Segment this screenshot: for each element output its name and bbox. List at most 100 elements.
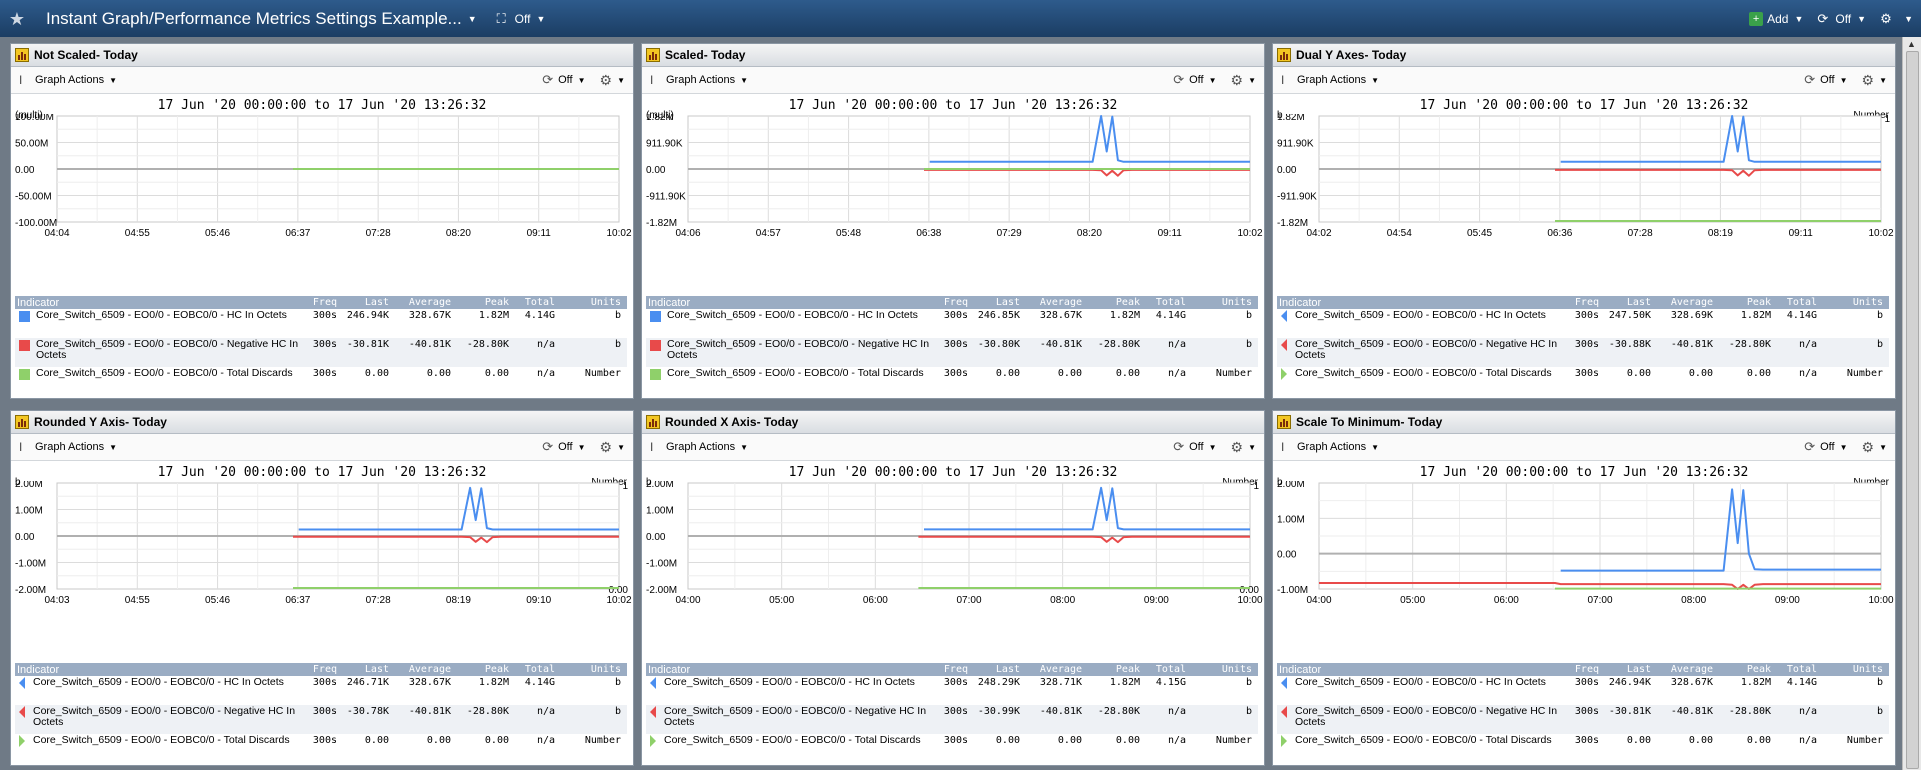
graph-actions-menu[interactable]: I Graph Actions ▼ [650,440,748,454]
panel-settings-button[interactable]: ⚙ ▼ [1862,72,1887,89]
graph-actions-menu[interactable]: I Graph Actions ▼ [19,73,117,87]
line-chart[interactable]: 04:00 05:00 06:00 07:00 08:00 09:00 10:00 2.00M… [642,481,1264,661]
legend-col-peak[interactable]: Peak [484,664,509,675]
scrollbar-thumb[interactable] [1906,51,1919,769]
legend-row[interactable]: Core_Switch_6509 - EO0/0 - EOBC0/0 - HC … [646,676,1258,705]
legend-col-average[interactable]: Average [408,297,451,308]
legend-row[interactable]: Core_Switch_6509 - EO0/0 - EOBC0/0 - HC … [15,676,627,705]
series-line-1[interactable] [1560,488,1881,572]
panel-refresh-toggle[interactable]: ⟳ Off ▼ [542,439,585,455]
legend-col-average[interactable]: Average [408,664,451,675]
graph-actions-menu[interactable]: I Graph Actions ▼ [19,440,117,454]
legend-row[interactable]: Core_Switch_6509 - EO0/0 - EOBC0/0 - HC … [1277,676,1889,705]
legend-col-units[interactable]: Units [1221,297,1252,308]
legend-col-units[interactable]: Units [1852,664,1883,675]
panel-settings-button[interactable]: ⚙ ▼ [600,72,625,89]
graph-actions-menu[interactable]: I Graph Actions ▼ [1281,440,1379,454]
legend-col-peak[interactable]: Peak [484,297,509,308]
line-chart[interactable]: 04:00 05:00 06:00 07:00 08:00 09:00 10:00 2.00M… [1273,481,1895,661]
legend-col-average[interactable]: Average [1039,664,1082,675]
legend-col-units[interactable]: Units [590,664,621,675]
legend-col-freq[interactable]: Freq [312,664,337,675]
series-line-1[interactable] [929,115,1250,163]
favorite-star-icon[interactable]: ★ [8,8,26,29]
legend-col-last[interactable]: Last [995,664,1020,675]
legend-col-indicator[interactable]: Indicator [17,663,60,676]
legend-col-indicator[interactable]: Indicator [648,663,691,676]
legend-row[interactable]: Core_Switch_6509 - EO0/0 - EOBC0/0 - Neg… [1277,705,1889,734]
panel-settings-button[interactable]: ⚙ ▼ [1231,72,1256,89]
graph-actions-menu[interactable]: I Graph Actions ▼ [1281,73,1379,87]
panel-refresh-toggle[interactable]: ⟳ Off ▼ [1804,439,1847,455]
legend-col-average[interactable]: Average [1039,297,1082,308]
legend-col-total[interactable]: Total [524,297,555,308]
panel-refresh-toggle[interactable]: ⟳ Off ▼ [1804,72,1847,88]
series-line-1[interactable] [924,486,1250,531]
legend-col-total[interactable]: Total [1786,664,1817,675]
legend-col-units[interactable]: Units [1221,664,1252,675]
legend-col-last[interactable]: Last [1626,297,1651,308]
series-line-2[interactable] [918,535,1250,544]
panel-refresh-toggle[interactable]: ⟳ Off ▼ [542,72,585,88]
series-line-2[interactable] [293,535,619,544]
legend-row[interactable]: Core_Switch_6509 - EO0/0 - EOBC0/0 - Tot… [15,367,627,396]
legend-row[interactable]: Core_Switch_6509 - EO0/0 - EOBC0/0 - Neg… [15,705,627,734]
legend-row[interactable]: Core_Switch_6509 - EO0/0 - EOBC0/0 - HC … [646,309,1258,338]
refresh-toggle[interactable]: ⛶ Off ▼ [497,11,546,26]
legend-col-indicator[interactable]: Indicator [648,296,691,309]
series-line-1[interactable] [1560,115,1881,163]
legend-col-last[interactable]: Last [995,297,1020,308]
legend-col-peak[interactable]: Peak [1746,664,1771,675]
legend-col-peak[interactable]: Peak [1746,297,1771,308]
panel-settings-button[interactable]: ⚙ ▼ [1862,439,1887,456]
legend-col-indicator[interactable]: Indicator [1279,663,1322,676]
legend-col-indicator[interactable]: Indicator [17,296,60,309]
legend-col-last[interactable]: Last [364,664,389,675]
legend-col-indicator[interactable]: Indicator [1279,296,1322,309]
legend-col-units[interactable]: Units [590,297,621,308]
panel-refresh-toggle[interactable]: ⟳ Off ▼ [1173,439,1216,455]
legend-row[interactable]: Core_Switch_6509 - EO0/0 - EOBC0/0 - Tot… [1277,367,1889,396]
series-line-2[interactable] [1319,582,1881,590]
legend-row[interactable]: Core_Switch_6509 - EO0/0 - EOBC0/0 - HC … [1277,309,1889,338]
legend-col-average[interactable]: Average [1670,297,1713,308]
legend-row[interactable]: Core_Switch_6509 - EO0/0 - EOBC0/0 - HC … [15,309,627,338]
vertical-scrollbar[interactable]: ▲ [1902,37,1921,770]
legend-col-total[interactable]: Total [1155,664,1186,675]
series-line-2[interactable] [1555,168,1881,177]
legend-col-total[interactable]: Total [1155,297,1186,308]
legend-col-total[interactable]: Total [524,664,555,675]
legend-col-peak[interactable]: Peak [1115,664,1140,675]
panel-refresh-toggle[interactable]: ⟳ Off ▼ [1173,72,1216,88]
line-chart[interactable]: 04:03 04:55 05:46 06:37 07:28 08:19 09:10 10:02… [11,481,633,661]
line-chart[interactable]: 04:06 04:57 05:48 06:38 07:29 08:20 09:11 10:02… [642,114,1264,294]
legend-col-peak[interactable]: Peak [1115,297,1140,308]
legend-row[interactable]: Core_Switch_6509 - EO0/0 - EOBC0/0 - Neg… [646,338,1258,367]
legend-col-freq[interactable]: Freq [943,664,968,675]
line-chart[interactable]: 04:04 04:55 05:46 06:37 07:28 08:20 09:11 10:02… [11,114,633,294]
settings-button[interactable]: ⚙ ▼ [1880,11,1913,26]
panel-settings-button[interactable]: ⚙ ▼ [1231,439,1256,456]
legend-row[interactable]: Core_Switch_6509 - EO0/0 - EOBC0/0 - Neg… [15,338,627,367]
legend-row[interactable]: Core_Switch_6509 - EO0/0 - EOBC0/0 - Neg… [1277,338,1889,367]
legend-row[interactable]: Core_Switch_6509 - EO0/0 - EOBC0/0 - Tot… [15,734,627,763]
legend-col-units[interactable]: Units [1852,297,1883,308]
legend-col-freq[interactable]: Freq [312,297,337,308]
legend-col-last[interactable]: Last [1626,664,1651,675]
legend-col-last[interactable]: Last [364,297,389,308]
legend-row[interactable]: Core_Switch_6509 - EO0/0 - EOBC0/0 - Tot… [1277,734,1889,763]
series-line-1[interactable] [298,486,619,531]
legend-col-freq[interactable]: Freq [1574,297,1599,308]
graph-actions-menu[interactable]: I Graph Actions ▼ [650,73,748,87]
line-chart[interactable]: 04:02 04:54 05:45 06:36 07:28 08:19 09:11 10:02… [1273,114,1895,294]
legend-row[interactable]: Core_Switch_6509 - EO0/0 - EOBC0/0 - Tot… [646,734,1258,763]
legend-col-average[interactable]: Average [1670,664,1713,675]
legend-col-freq[interactable]: Freq [1574,664,1599,675]
auto-refresh-button[interactable]: ⟳ Off ▼ [1817,11,1866,26]
legend-col-total[interactable]: Total [1786,297,1817,308]
legend-row[interactable]: Core_Switch_6509 - EO0/0 - EOBC0/0 - Tot… [646,367,1258,396]
add-button[interactable]: + Add ▼ [1749,11,1803,26]
legend-row[interactable]: Core_Switch_6509 - EO0/0 - EOBC0/0 - Neg… [646,705,1258,734]
scroll-up-icon[interactable]: ▲ [1907,39,1916,49]
chevron-down-icon[interactable]: ▼ [467,13,477,24]
